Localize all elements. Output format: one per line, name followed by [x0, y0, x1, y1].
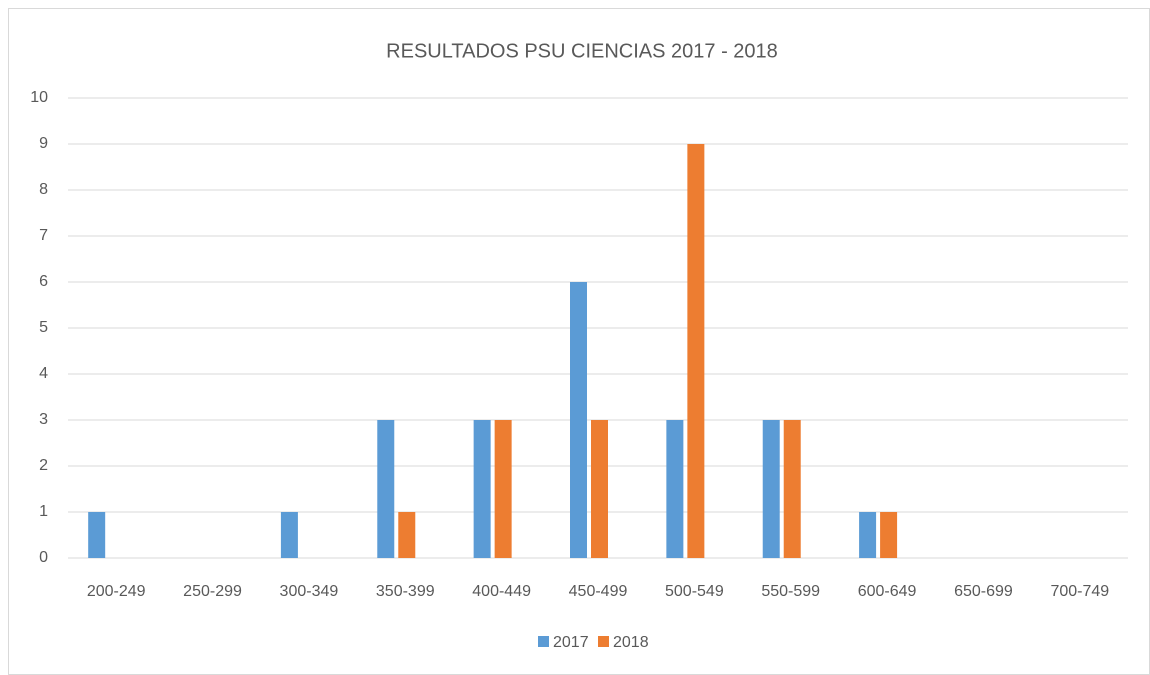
- bar: [591, 420, 608, 558]
- legend-label: 2017: [553, 634, 589, 651]
- x-tick-label: 700-749: [1050, 583, 1109, 600]
- y-tick-label: 9: [39, 135, 48, 152]
- x-tick-label: 350-399: [376, 583, 435, 600]
- x-tick-label: 250-299: [183, 583, 242, 600]
- bar: [687, 144, 705, 558]
- bar: [377, 420, 395, 558]
- bar: [88, 512, 106, 558]
- y-tick-label: 2: [39, 457, 48, 474]
- bar: [859, 512, 877, 558]
- bar: [280, 512, 298, 558]
- legend-label: 2018: [613, 634, 649, 651]
- y-tick-label: 7: [39, 227, 48, 244]
- bar: [666, 420, 684, 558]
- bar: [880, 512, 898, 558]
- x-tick-label: 300-349: [280, 583, 339, 600]
- bar: [473, 420, 491, 558]
- y-tick-label: 10: [30, 89, 48, 106]
- bar: [783, 420, 801, 558]
- legend-swatch: [598, 636, 609, 647]
- y-tick-label: 6: [39, 273, 48, 290]
- y-tick-label: 3: [39, 411, 48, 428]
- bar: [398, 512, 416, 558]
- legend-swatch: [538, 636, 549, 647]
- x-tick-label: 550-599: [761, 583, 820, 600]
- x-tick-label: 600-649: [858, 583, 917, 600]
- y-tick-label: 4: [39, 365, 48, 382]
- bar: [570, 282, 587, 558]
- chart-title: RESULTADOS PSU CIENCIAS 2017 - 2018: [386, 40, 778, 62]
- x-tick-label: 450-499: [569, 583, 628, 600]
- y-tick-label: 1: [39, 503, 48, 520]
- x-tick-label: 500-549: [665, 583, 724, 600]
- bar: [494, 420, 512, 558]
- y-tick-label: 8: [39, 181, 48, 198]
- bar: [762, 420, 780, 558]
- x-tick-label: 400-449: [472, 583, 531, 600]
- x-tick-label: 200-249: [87, 583, 146, 600]
- x-tick-label: 650-699: [954, 583, 1013, 600]
- y-tick-label: 0: [39, 549, 48, 566]
- y-tick-label: 5: [39, 319, 48, 336]
